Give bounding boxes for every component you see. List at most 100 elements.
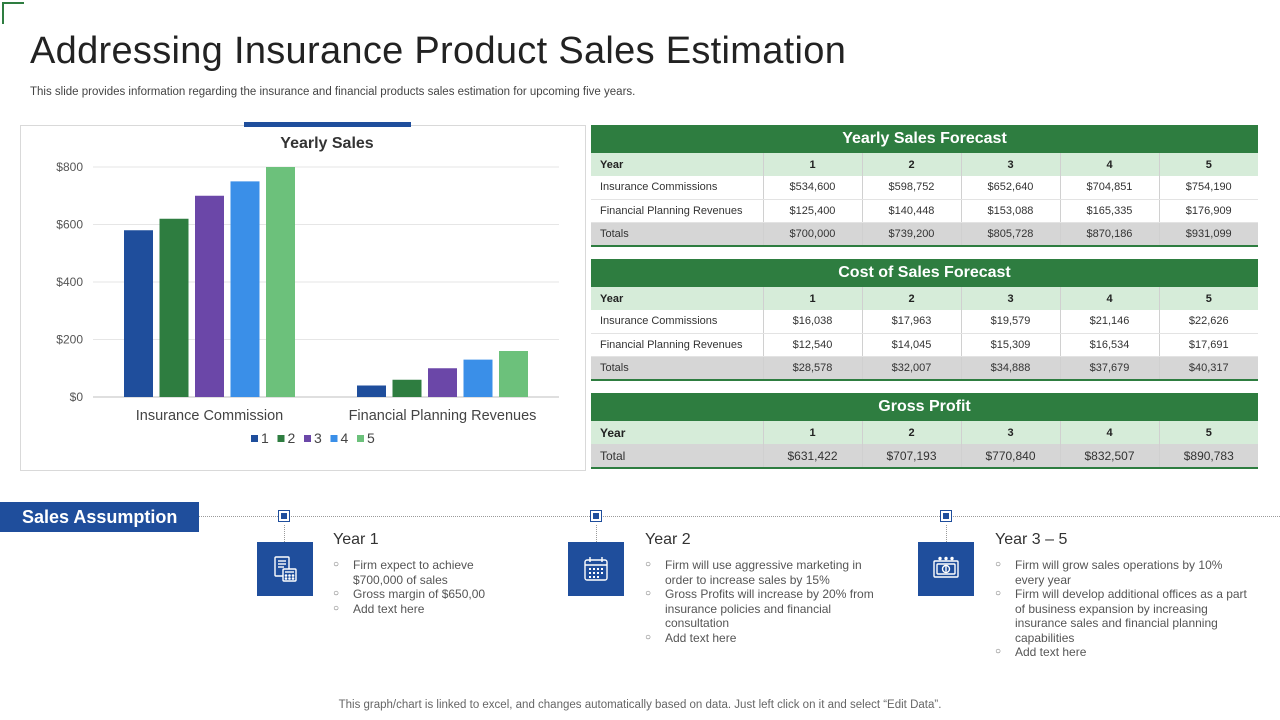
bar-financial-planning-revenues-2 <box>392 379 422 397</box>
year-cell: 4 <box>1060 153 1160 176</box>
row-label: Financial Planning Revenues <box>591 333 764 357</box>
year-cell: 4 <box>1060 287 1160 310</box>
table-bottom-line <box>591 245 1258 247</box>
y-tick-label: $0 <box>70 390 84 404</box>
assumption-title: Year 1 <box>333 531 379 548</box>
gross-profit-table: Gross Profit Year 1 2 3 4 5 Total $631,4… <box>591 393 1258 469</box>
list-item: Firm will use aggressive marketing in or… <box>645 558 875 587</box>
timeline-dotted-line <box>199 516 1280 517</box>
table-cell: $28,578 <box>763 356 863 379</box>
legend-swatch <box>251 435 258 442</box>
row-label: Totals <box>591 356 764 379</box>
year-cell: 2 <box>862 421 962 444</box>
table-cell: $34,888 <box>961 356 1061 379</box>
timeline-marker <box>940 510 952 522</box>
table-header: Cost of Sales Forecast <box>591 259 1258 287</box>
table-cell: $14,045 <box>862 333 962 357</box>
table-row: Insurance Commissions $534,600 $598,752 … <box>591 176 1258 200</box>
list-item: Add text here <box>995 645 1255 660</box>
assumption-bullets: Firm will use aggressive marketing in or… <box>645 558 875 645</box>
year-cell: 1 <box>763 421 863 444</box>
timeline-connector <box>284 525 285 542</box>
year-row: Year 1 2 3 4 5 <box>591 421 1258 444</box>
table-row: Financial Planning Revenues $125,400 $14… <box>591 199 1258 223</box>
row-label: Insurance Commissions <box>591 176 764 200</box>
table-cell: $832,507 <box>1060 444 1160 467</box>
table-cell: $17,963 <box>862 310 962 334</box>
table-cell: $19,579 <box>961 310 1061 334</box>
bar-insurance-commission-1 <box>124 230 153 397</box>
year-label: Year <box>591 421 764 444</box>
bar-financial-planning-revenues-5 <box>499 351 528 397</box>
year-row: Year 1 2 3 4 5 <box>591 287 1258 310</box>
table-bottom-line <box>591 379 1258 381</box>
page-title: Addressing Insurance Product Sales Estim… <box>30 30 847 72</box>
yearly-sales-forecast-table: Yearly Sales Forecast Year 1 2 3 4 5 Ins… <box>591 125 1258 247</box>
x-category-label: Insurance Commission <box>136 408 283 424</box>
year-cell: 5 <box>1159 153 1258 176</box>
chart-title: Yearly Sales <box>280 135 374 152</box>
table-cell: $22,626 <box>1159 310 1258 334</box>
table-cell: $37,679 <box>1060 356 1160 379</box>
table-cell: $805,728 <box>961 222 1061 245</box>
table-cell: $21,146 <box>1060 310 1160 334</box>
table-cell: $40,317 <box>1159 356 1258 379</box>
list-item: Gross Profits will increase by 20% from … <box>645 587 875 631</box>
row-label: Financial Planning Revenues <box>591 199 764 223</box>
table-cell: $770,840 <box>961 444 1061 467</box>
totals-row: Total $631,422 $707,193 $770,840 $832,50… <box>591 444 1258 467</box>
page-subtitle: This slide provides information regardin… <box>30 86 636 98</box>
legend-label: 5 <box>367 430 375 446</box>
sales-assumption-label: Sales Assumption <box>0 502 199 532</box>
table-cell: $890,783 <box>1159 444 1258 467</box>
bar-insurance-commission-2 <box>159 218 189 397</box>
table-header: Gross Profit <box>591 393 1258 421</box>
table-cell: $16,038 <box>763 310 863 334</box>
y-tick-label: $400 <box>56 275 83 289</box>
table-cell: $32,007 <box>862 356 962 379</box>
legend-swatch <box>330 435 338 442</box>
yearly-sales-chart[interactable]: Yearly Sales $0 $200 $400 $600 $800 Insurance … <box>20 125 586 471</box>
year-cell: 3 <box>961 153 1061 176</box>
legend-label: 4 <box>341 430 349 446</box>
table-cell: $631,422 <box>763 444 863 467</box>
calculator-document-icon <box>257 542 313 596</box>
row-label: Total <box>591 444 764 467</box>
footer-note: This graph/chart is linked to excel, and… <box>338 699 942 711</box>
table-cell: $754,190 <box>1159 176 1258 200</box>
table-cell: $739,200 <box>862 222 962 245</box>
table-bottom-line <box>591 467 1258 469</box>
timeline-connector <box>596 525 597 542</box>
year-cell: 2 <box>862 287 962 310</box>
year-cell: 3 <box>961 287 1061 310</box>
assumption-title: Year 3 – 5 <box>995 531 1068 548</box>
table-cell: $870,186 <box>1060 222 1160 245</box>
year-cell: 5 <box>1159 421 1258 444</box>
table-cell: $534,600 <box>763 176 863 200</box>
year-cell: 3 <box>961 421 1061 444</box>
timeline-marker <box>278 510 290 522</box>
year-cell: 4 <box>1060 421 1160 444</box>
totals-row: Totals $28,578 $32,007 $34,888 $37,679 $… <box>591 356 1258 379</box>
legend-swatch <box>357 435 364 442</box>
chart-accent-bar <box>244 122 411 127</box>
table-header: Yearly Sales Forecast <box>591 125 1258 153</box>
list-item: Gross margin of $650,00 <box>333 587 513 602</box>
y-tick-label: $600 <box>56 218 83 232</box>
legend-label: 1 <box>261 430 269 446</box>
table-cell: $16,534 <box>1060 333 1160 357</box>
x-category-label: Financial Planning Revenues <box>349 408 537 424</box>
bar-insurance-commission-5 <box>266 167 295 397</box>
row-label: Insurance Commissions <box>591 310 764 334</box>
timeline-marker <box>590 510 602 522</box>
assumption-bullets: Firm will grow sales operations by 10% e… <box>995 558 1255 660</box>
totals-row: Totals $700,000 $739,200 $805,728 $870,1… <box>591 222 1258 245</box>
bar-financial-planning-revenues-1 <box>357 385 386 397</box>
bar-financial-planning-revenues-4 <box>463 359 493 397</box>
table-cell: $598,752 <box>862 176 962 200</box>
corner-mark <box>0 0 24 24</box>
year-label: Year <box>591 153 764 176</box>
bar-insurance-commission-3 <box>195 195 224 397</box>
list-item: Firm will grow sales operations by 10% e… <box>995 558 1255 587</box>
legend-swatch <box>304 435 311 442</box>
